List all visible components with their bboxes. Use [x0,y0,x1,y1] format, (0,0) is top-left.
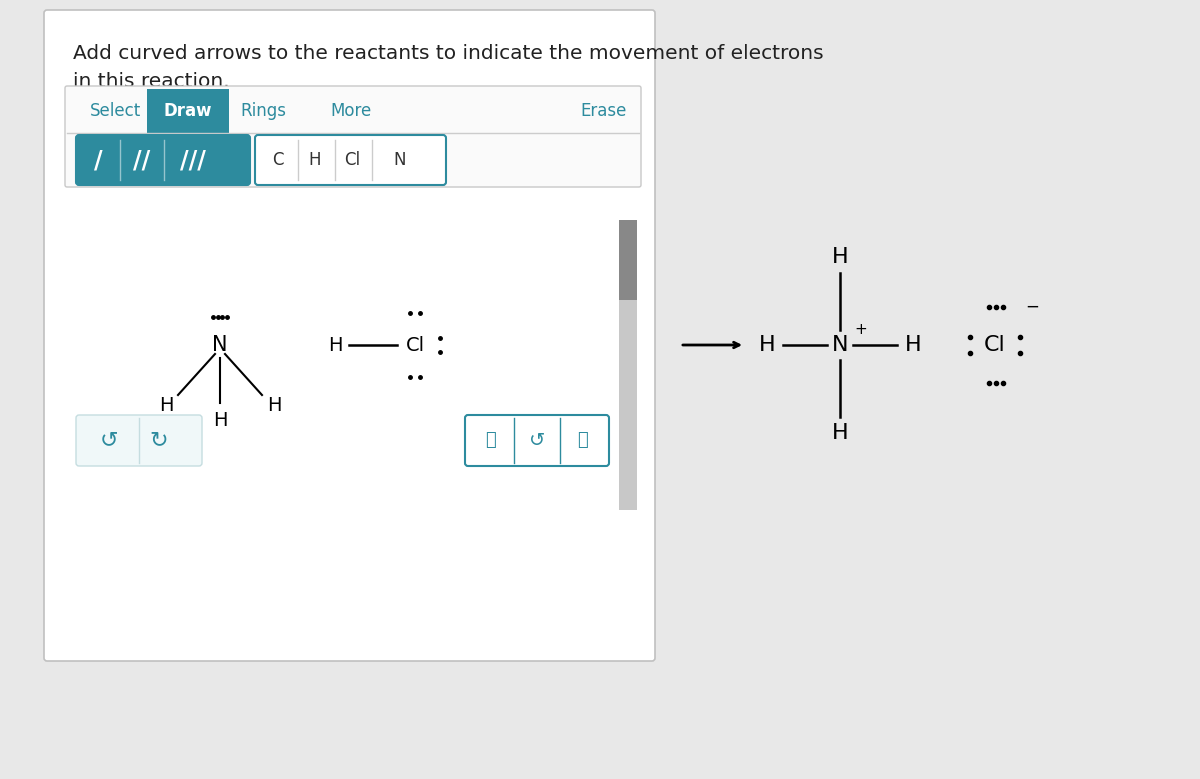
Text: N: N [212,335,228,355]
FancyBboxPatch shape [466,415,610,466]
Text: H: H [832,247,848,267]
FancyBboxPatch shape [256,135,446,185]
Text: Add curved arrows to the reactants to indicate the movement of electrons: Add curved arrows to the reactants to in… [73,44,823,63]
Text: N: N [832,335,848,355]
Text: H: H [266,396,281,414]
Text: ↺: ↺ [100,430,119,450]
Text: Cl: Cl [984,335,1006,355]
Text: ///: /// [180,148,206,172]
Text: in this reaction.: in this reaction. [73,72,229,91]
Text: Cl: Cl [344,151,360,169]
Text: //: // [133,148,151,172]
Text: −: − [1025,298,1039,316]
Text: H: H [832,423,848,443]
Text: Rings: Rings [240,102,286,120]
Text: C: C [272,151,283,169]
Text: H: H [308,151,322,169]
Text: H: H [758,335,775,355]
Text: More: More [330,102,371,120]
Text: +: + [854,322,866,337]
FancyBboxPatch shape [619,220,637,300]
Text: Erase: Erase [580,102,626,120]
Text: ↻: ↻ [150,430,168,450]
FancyBboxPatch shape [148,89,229,134]
Text: Cl: Cl [406,336,425,354]
Text: N: N [394,151,407,169]
Text: Draw: Draw [163,102,212,120]
FancyBboxPatch shape [65,86,641,187]
Text: 🔎: 🔎 [577,431,588,449]
Text: H: H [905,335,922,355]
FancyBboxPatch shape [44,10,655,661]
Text: Select: Select [90,102,142,120]
Text: H: H [212,411,227,429]
FancyBboxPatch shape [76,415,202,466]
Text: 🔍: 🔍 [486,431,497,449]
Text: /: / [94,148,102,172]
FancyBboxPatch shape [619,220,637,510]
Text: H: H [158,396,173,414]
Text: H: H [328,336,342,354]
Text: ↺: ↺ [529,431,545,449]
FancyBboxPatch shape [76,135,250,185]
